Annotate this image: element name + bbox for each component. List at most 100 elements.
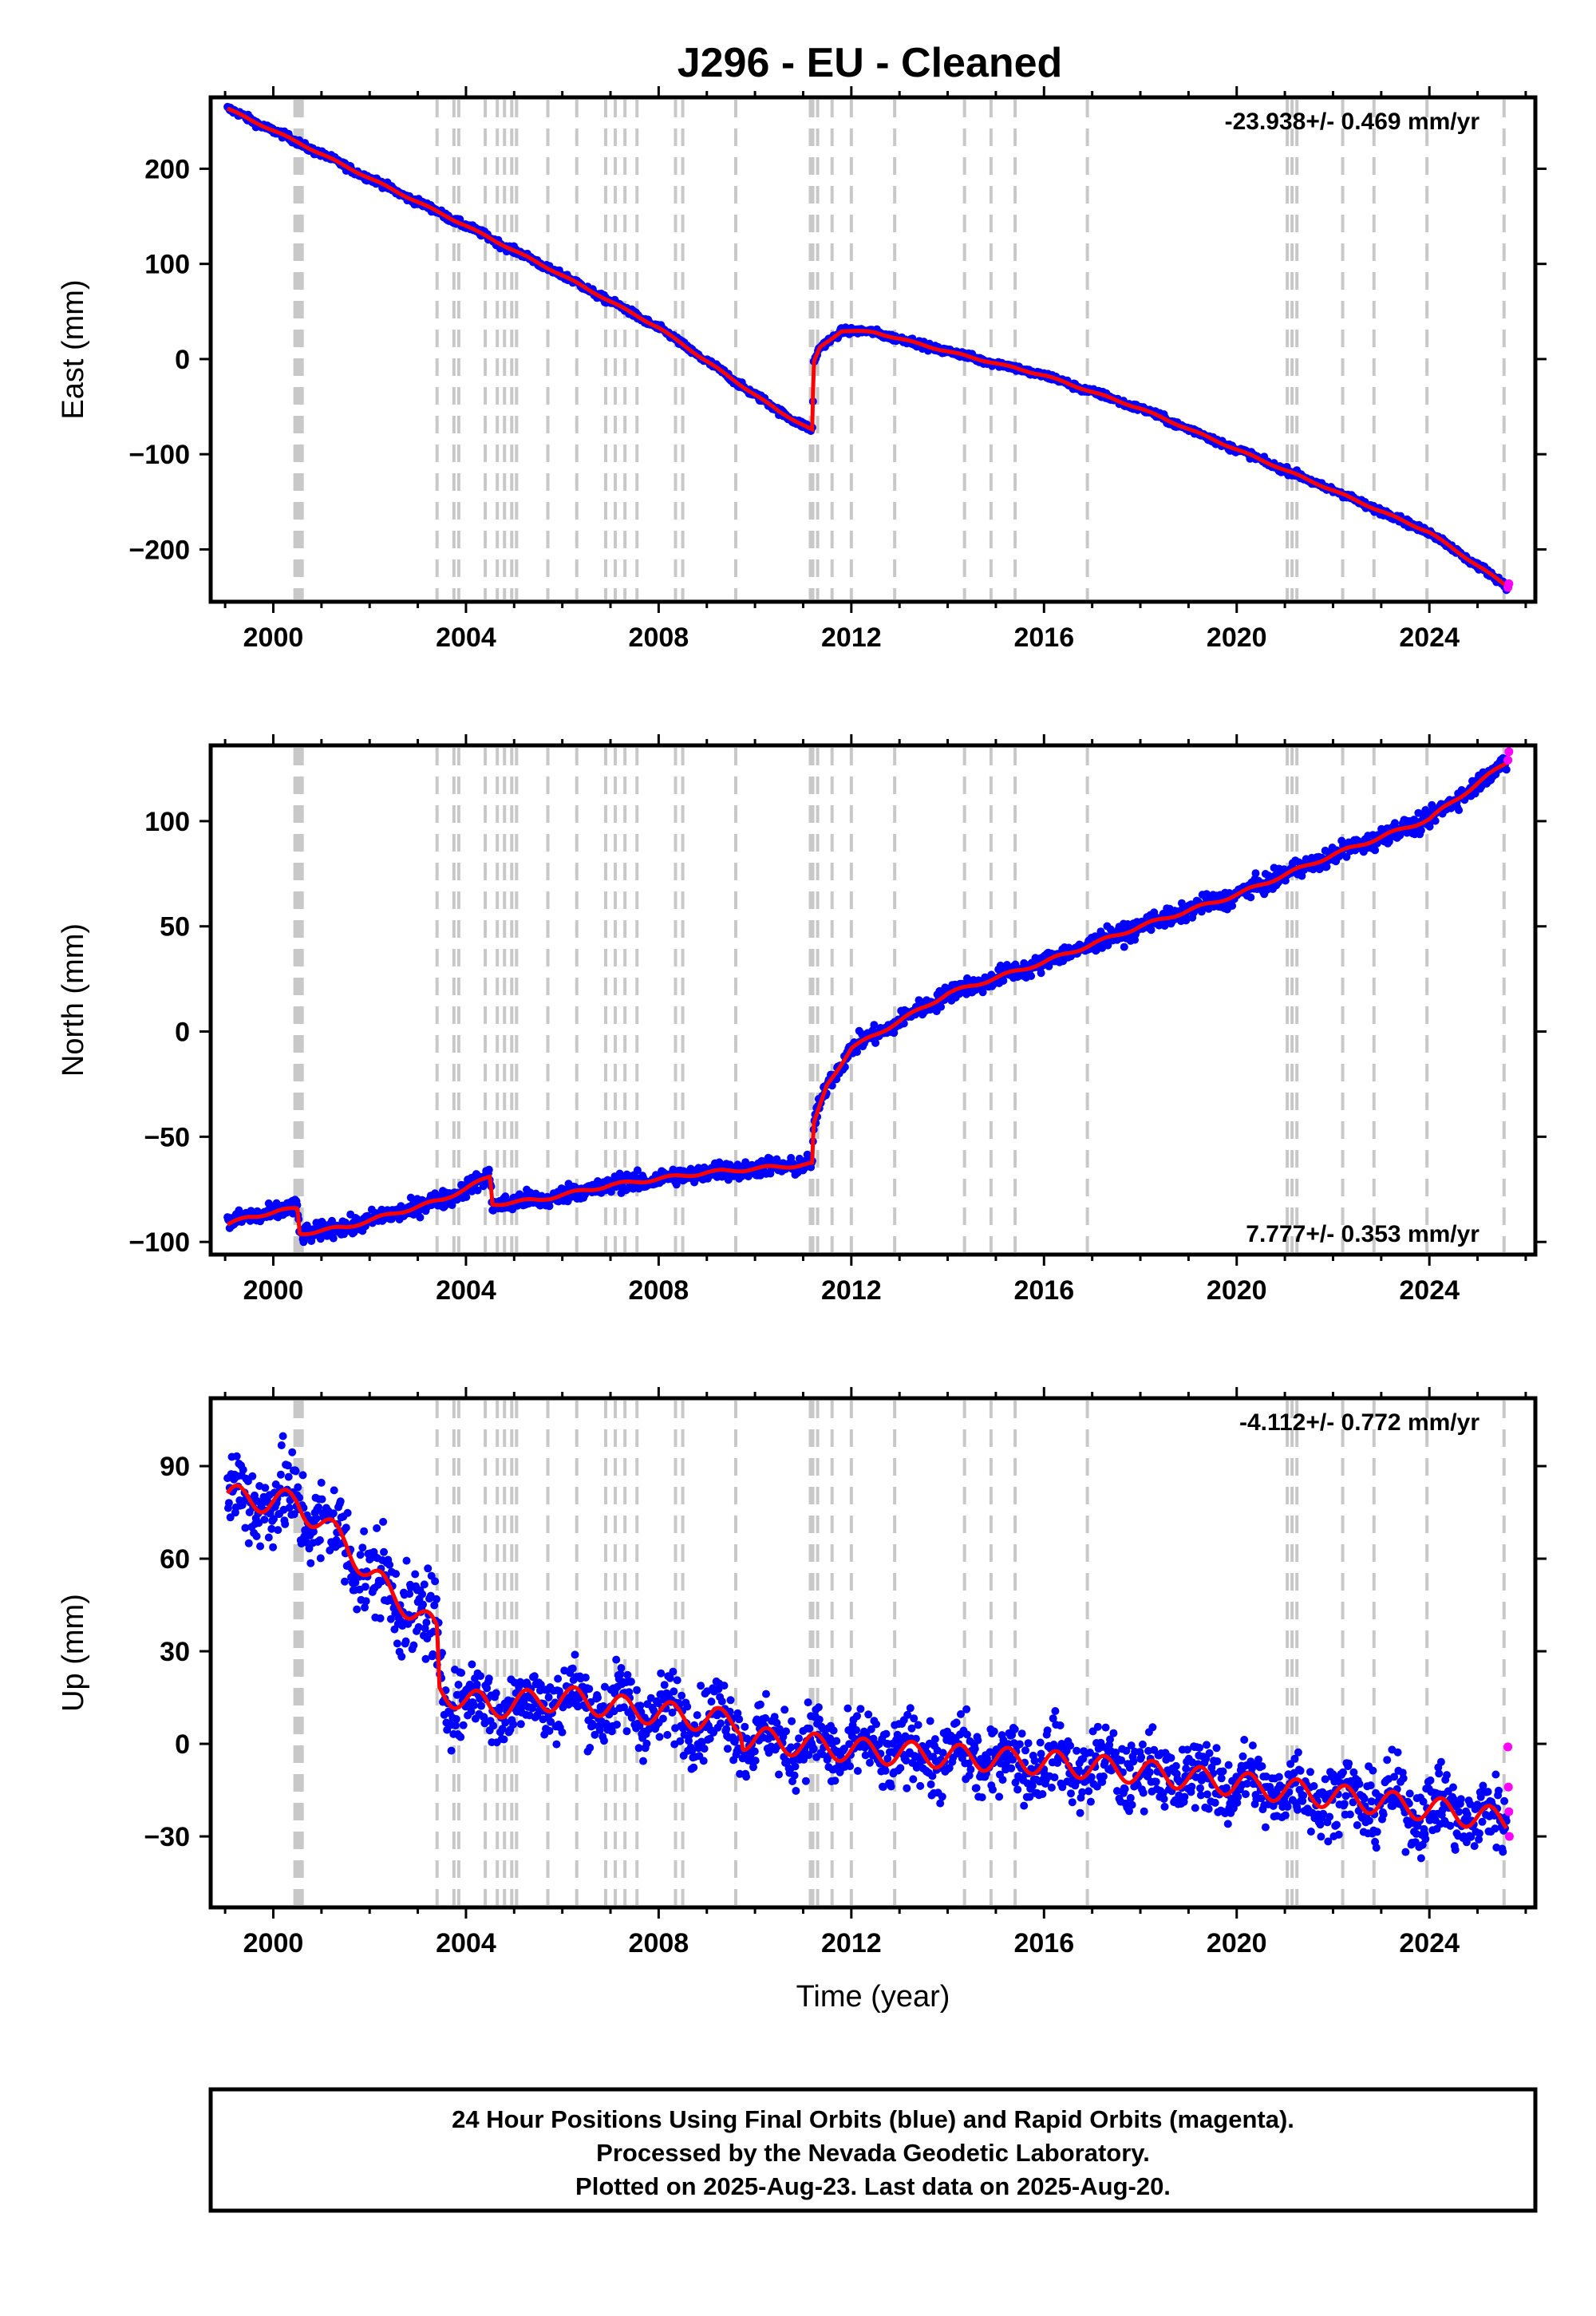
data-point: [864, 1710, 873, 1719]
data-point: [722, 1725, 731, 1733]
data-point: [843, 1704, 852, 1713]
data-point: [965, 1771, 974, 1780]
data-point: [418, 1590, 427, 1599]
data-point: [879, 1783, 887, 1791]
data-point: [315, 1535, 324, 1544]
y-axis-label: East (mm): [57, 279, 90, 419]
data-point: [926, 1780, 935, 1788]
data-point: [448, 1201, 456, 1209]
data-point: [483, 1684, 492, 1693]
data-point: [617, 1664, 626, 1672]
data-point: [600, 1682, 609, 1691]
data-point: [353, 1605, 361, 1614]
data-point: [957, 1709, 965, 1718]
data-point: [832, 1737, 841, 1745]
data-point: [294, 1483, 302, 1492]
data-point: [244, 1539, 253, 1547]
data-point: [558, 1728, 567, 1737]
data-point: [492, 1689, 500, 1697]
rapid-point: [1504, 747, 1514, 757]
data-point: [274, 1526, 282, 1535]
data-point: [882, 1729, 891, 1738]
data-point: [402, 1556, 411, 1565]
data-point: [595, 1725, 604, 1734]
data-point: [256, 1542, 265, 1551]
data-point: [735, 1715, 744, 1724]
data-point: [926, 1717, 934, 1725]
data-point: [291, 1467, 300, 1476]
data-point: [622, 1727, 631, 1736]
data-point: [285, 1504, 294, 1512]
data-point: [787, 1743, 796, 1752]
data-point: [470, 1701, 479, 1709]
data-point: [938, 1792, 946, 1801]
rapid-orbit-points: [1503, 579, 1514, 592]
data-point: [804, 1698, 812, 1707]
x-tick-label: 2008: [629, 622, 689, 653]
data-point: [468, 1660, 476, 1669]
data-point: [1342, 852, 1351, 861]
data-point: [484, 1674, 493, 1683]
data-point: [288, 1448, 297, 1456]
data-point: [351, 1579, 360, 1587]
data-point: [750, 1747, 759, 1756]
data-point: [883, 1754, 892, 1763]
data-point: [730, 1737, 739, 1746]
data-point: [591, 1730, 599, 1739]
data-point: [870, 1021, 879, 1030]
data-point: [473, 1186, 482, 1195]
data-point: [361, 1603, 369, 1612]
data-point: [528, 1704, 537, 1713]
data-point: [1027, 972, 1036, 980]
data-point: [456, 1733, 465, 1741]
data-point: [298, 1471, 307, 1480]
data-point: [741, 1722, 749, 1731]
data-point: [792, 1787, 800, 1795]
data-point: [910, 1714, 918, 1723]
final-orbit-points: [223, 1432, 1511, 1863]
data-point: [318, 1495, 326, 1504]
y-tick-label: 200: [144, 154, 190, 184]
data-point: [329, 1509, 338, 1518]
data-point: [685, 1737, 693, 1745]
data-point: [693, 1711, 701, 1720]
x-tick-label: 2004: [436, 1275, 496, 1306]
x-tick-label: 2004: [436, 622, 496, 653]
data-point: [277, 1441, 286, 1449]
y-axis-label: North (mm): [57, 923, 90, 1077]
data-point: [594, 1694, 602, 1702]
data-point: [814, 1703, 823, 1712]
data-point: [419, 1600, 427, 1609]
data-point: [989, 1785, 997, 1794]
data-point: [586, 1744, 595, 1752]
data-point: [742, 1773, 751, 1781]
data-point: [414, 1622, 423, 1631]
data-point: [916, 1781, 925, 1790]
x-tick-label: 2012: [821, 1275, 882, 1306]
data-point: [978, 1793, 986, 1802]
velocity-label: 7.777+/- 0.353 mm/yr: [1246, 1221, 1479, 1247]
data-point: [896, 1764, 905, 1773]
data-point: [770, 1713, 779, 1721]
data-point: [452, 1715, 460, 1723]
data-point: [1431, 816, 1440, 825]
data-point: [853, 1767, 862, 1775]
x-tick-label: 2012: [821, 622, 882, 653]
data-point: [815, 1715, 824, 1724]
data-point: [801, 1777, 810, 1785]
data-point: [530, 1672, 539, 1681]
data-point: [978, 988, 987, 997]
data-point: [756, 1700, 764, 1709]
data-point: [990, 1727, 998, 1736]
data-point: [1203, 890, 1211, 899]
data-point: [964, 1759, 973, 1768]
data-point: [700, 1745, 709, 1753]
data-point: [376, 1614, 385, 1622]
data-point: [936, 1799, 945, 1808]
data-point: [902, 1757, 911, 1765]
data-point: [966, 1765, 975, 1774]
data-point: [361, 1583, 369, 1591]
data-point: [416, 1213, 425, 1222]
data-point: [906, 1704, 915, 1713]
